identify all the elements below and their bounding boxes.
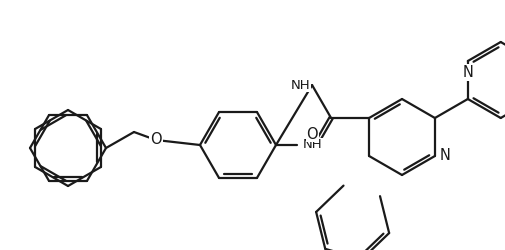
Text: O: O <box>306 127 317 142</box>
Text: N: N <box>462 65 472 80</box>
Text: N: N <box>439 148 450 164</box>
Text: O: O <box>150 132 162 148</box>
Text: NH: NH <box>302 138 322 151</box>
Text: NH: NH <box>290 78 310 92</box>
